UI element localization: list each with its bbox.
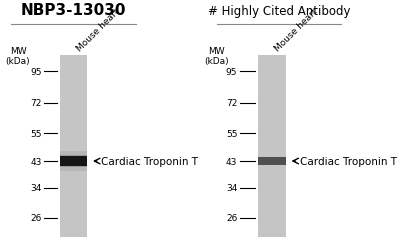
Text: # Highly Cited Antibody: # Highly Cited Antibody (208, 5, 350, 18)
Text: Mouse heart: Mouse heart (273, 7, 320, 53)
Bar (258, 157, 286, 166)
Bar (60, 155, 87, 168)
Bar (60, 156, 87, 167)
Text: 26: 26 (30, 213, 42, 223)
Text: NBP3-13030: NBP3-13030 (21, 3, 126, 18)
Bar (258, 159, 286, 164)
Bar (60, 158, 87, 165)
Text: Cardiac Troponin T: Cardiac Troponin T (300, 156, 397, 166)
Text: Cardiac Troponin T: Cardiac Troponin T (101, 156, 198, 166)
Text: 34: 34 (226, 183, 237, 192)
Text: MW
(kDa): MW (kDa) (6, 47, 30, 66)
Text: 95: 95 (226, 68, 237, 77)
Text: 43: 43 (30, 157, 42, 166)
Text: 95: 95 (30, 68, 42, 77)
Text: 34: 34 (30, 183, 42, 192)
Text: 55: 55 (226, 129, 237, 138)
Text: 72: 72 (226, 99, 237, 108)
Bar (258, 157, 286, 166)
Bar (258, 56, 286, 237)
Bar (60, 56, 87, 237)
Text: 72: 72 (30, 99, 42, 108)
Text: 43: 43 (226, 157, 237, 166)
Text: Mouse heart: Mouse heart (75, 7, 121, 53)
Bar (60, 151, 87, 172)
Text: 55: 55 (30, 129, 42, 138)
Text: MW
(kDa): MW (kDa) (204, 47, 229, 66)
Text: 26: 26 (226, 213, 237, 223)
